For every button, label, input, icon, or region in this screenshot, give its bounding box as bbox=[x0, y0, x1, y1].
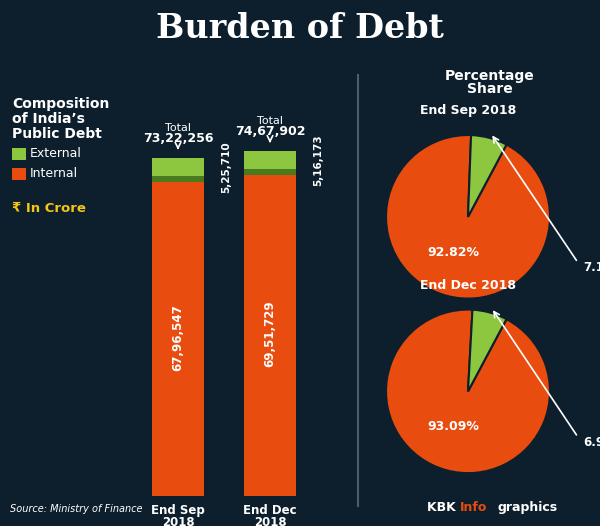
Bar bbox=[12, 168, 26, 180]
Wedge shape bbox=[386, 310, 550, 473]
Text: External: External bbox=[30, 147, 82, 160]
Text: 67,96,547: 67,96,547 bbox=[172, 304, 185, 371]
Text: 74,67,902: 74,67,902 bbox=[235, 125, 305, 138]
Bar bbox=[244, 151, 296, 169]
Text: Composition: Composition bbox=[12, 97, 109, 111]
Text: Share: Share bbox=[467, 82, 513, 96]
Wedge shape bbox=[468, 310, 506, 391]
Wedge shape bbox=[468, 135, 506, 217]
Text: Percentage: Percentage bbox=[445, 69, 535, 83]
Text: Burden of Debt: Burden of Debt bbox=[156, 12, 444, 45]
Text: End Dec: End Dec bbox=[243, 504, 297, 517]
Text: KBK: KBK bbox=[427, 501, 460, 514]
Text: 6.91%: 6.91% bbox=[583, 436, 600, 449]
Text: 2018: 2018 bbox=[161, 516, 194, 526]
Bar bbox=[244, 169, 296, 175]
Text: 5,25,710: 5,25,710 bbox=[221, 141, 231, 193]
Text: of India’s: of India’s bbox=[12, 112, 85, 126]
Text: Internal: Internal bbox=[30, 167, 78, 180]
Text: Info: Info bbox=[460, 501, 487, 514]
Wedge shape bbox=[386, 135, 550, 299]
Text: 5,16,173: 5,16,173 bbox=[313, 134, 323, 186]
Bar bbox=[152, 158, 204, 176]
Text: ₹ In Crore: ₹ In Crore bbox=[12, 202, 86, 215]
Text: 93.09%: 93.09% bbox=[427, 420, 479, 433]
Text: 92.82%: 92.82% bbox=[427, 246, 479, 259]
Text: End Sep: End Sep bbox=[151, 504, 205, 517]
Text: 7.18%: 7.18% bbox=[583, 261, 600, 274]
Text: Public Debt: Public Debt bbox=[12, 127, 102, 141]
Bar bbox=[12, 148, 26, 160]
Bar bbox=[152, 176, 204, 182]
Text: End Sep 2018: End Sep 2018 bbox=[420, 104, 516, 117]
Text: Total: Total bbox=[257, 116, 283, 126]
Text: End Dec 2018: End Dec 2018 bbox=[420, 279, 516, 291]
Bar bbox=[244, 172, 296, 496]
Text: graphics: graphics bbox=[497, 501, 557, 514]
Text: 69,51,729: 69,51,729 bbox=[263, 301, 277, 367]
Text: Source: Ministry of Finance: Source: Ministry of Finance bbox=[10, 504, 143, 514]
Text: 2018: 2018 bbox=[254, 516, 286, 526]
Bar bbox=[152, 179, 204, 496]
Text: Total: Total bbox=[165, 123, 191, 133]
Text: 73,22,256: 73,22,256 bbox=[143, 132, 213, 145]
